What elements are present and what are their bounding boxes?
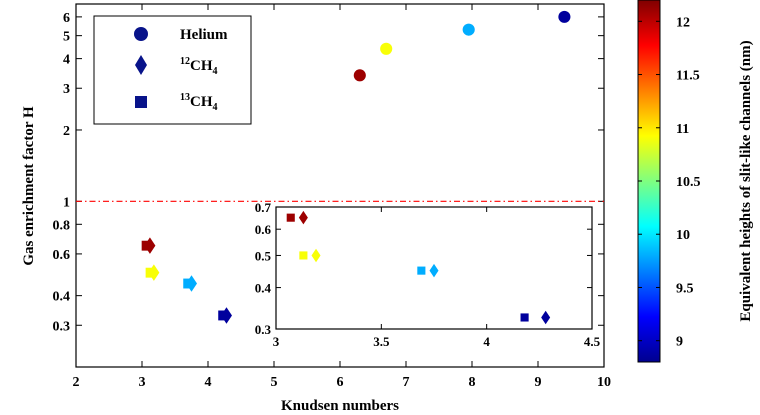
x-tick-label: 10 (597, 375, 611, 390)
legend-12ch4-sup: 12 (180, 56, 190, 67)
x-tick-label: 6 (337, 375, 344, 390)
colorbar-tick-label: 10.5 (676, 175, 701, 190)
legend: Helium 12CH4 13CH4 (93, 15, 252, 125)
data-point-circle (558, 10, 571, 23)
legend-label-13ch4: 13CH4 (180, 92, 218, 113)
legend-marker-circle (134, 27, 148, 41)
legend-13ch4-base: CH (190, 94, 213, 110)
legend-12ch4-sub: 4 (213, 66, 218, 77)
inset-x-tick-label: 3 (273, 334, 280, 349)
inset-points (286, 210, 551, 325)
inset-ticks: 3 3.5 4 4.5 0.3 0.4 0.5 0.6 0.7 (255, 200, 601, 349)
inset-data-point-diamond (541, 310, 551, 325)
x-axis-label: Knudsen numbers (281, 398, 399, 414)
y-tick-label: 6 (63, 11, 70, 26)
x-tick-label: 2 (73, 375, 80, 390)
x-tick-label: 8 (469, 375, 476, 390)
y-tick-label: 0.3 (53, 319, 71, 334)
inset-y-tick-label: 0.7 (255, 200, 272, 215)
y-tick-label: 0.4 (53, 290, 71, 305)
inset-data-point-square (286, 213, 295, 222)
inset-x-tick-label: 3.5 (373, 334, 390, 349)
data-point-square (218, 310, 229, 321)
legend-13ch4-sup: 13 (180, 92, 190, 103)
colorbar-tick-label: 10 (676, 228, 690, 243)
inset-data-point-square (417, 266, 426, 275)
inset-data-point-diamond (311, 248, 321, 263)
y-tick-label: 3 (63, 82, 70, 97)
colorbar-tick-label: 9 (676, 335, 683, 350)
colorbar-label: Equivalent heights of slit-like channels… (738, 40, 754, 321)
y-tick-label: 0.8 (53, 218, 71, 233)
colorbar-tick-label: 12 (676, 15, 690, 30)
inset-data-point-diamond (429, 263, 439, 278)
legend-13ch4-sub: 4 (213, 102, 218, 113)
y-tick-label: 1 (63, 195, 70, 210)
data-point-square (145, 267, 156, 278)
x-tick-label: 5 (271, 375, 278, 390)
inset-y-tick-label: 0.4 (255, 281, 272, 296)
inset-x-tick-label: 4.5 (584, 334, 601, 349)
inset-data-point-diamond (298, 210, 308, 225)
x-tick-label: 9 (535, 375, 542, 390)
data-point-square (183, 278, 194, 289)
inset-data-point-square (299, 251, 308, 260)
y-tick-label: 4 (63, 53, 70, 68)
data-point-circle (380, 42, 393, 55)
inset-data-point-square (520, 313, 529, 322)
y-tick-label: 0.6 (53, 248, 71, 263)
legend-box (93, 15, 252, 125)
inset-y-tick-label: 0.6 (255, 222, 272, 237)
x-tick-label: 4 (205, 375, 212, 390)
legend-marker-square (135, 96, 147, 108)
legend-12ch4-base: CH (190, 58, 213, 74)
data-point-square (141, 240, 152, 251)
colorbar-tick-label: 11 (676, 122, 689, 137)
data-point-circle (353, 69, 366, 82)
colorbar-ticks: 9 9.5 10 10.5 11 11.5 12 (638, 15, 701, 350)
data-point-circle (462, 23, 475, 36)
inset-x-tick-label: 4 (483, 334, 490, 349)
inset-y-tick-label: 0.3 (255, 322, 272, 337)
y-axis-label: Gas enrichment factor H (21, 106, 37, 266)
legend-marker-diamond (135, 55, 147, 75)
x-tick-label: 7 (403, 375, 410, 390)
y-tick-label: 5 (63, 30, 70, 45)
x-tick-label: 3 (139, 375, 146, 390)
inset-y-tick-label: 0.5 (255, 248, 272, 263)
main-points (141, 10, 571, 324)
legend-label-helium: Helium (180, 27, 228, 43)
y-tick-label: 2 (63, 124, 70, 139)
legend-label-12ch4: 12CH4 (180, 56, 218, 77)
colorbar-tick-label: 11.5 (676, 69, 700, 84)
colorbar-tick-label: 9.5 (676, 281, 694, 296)
